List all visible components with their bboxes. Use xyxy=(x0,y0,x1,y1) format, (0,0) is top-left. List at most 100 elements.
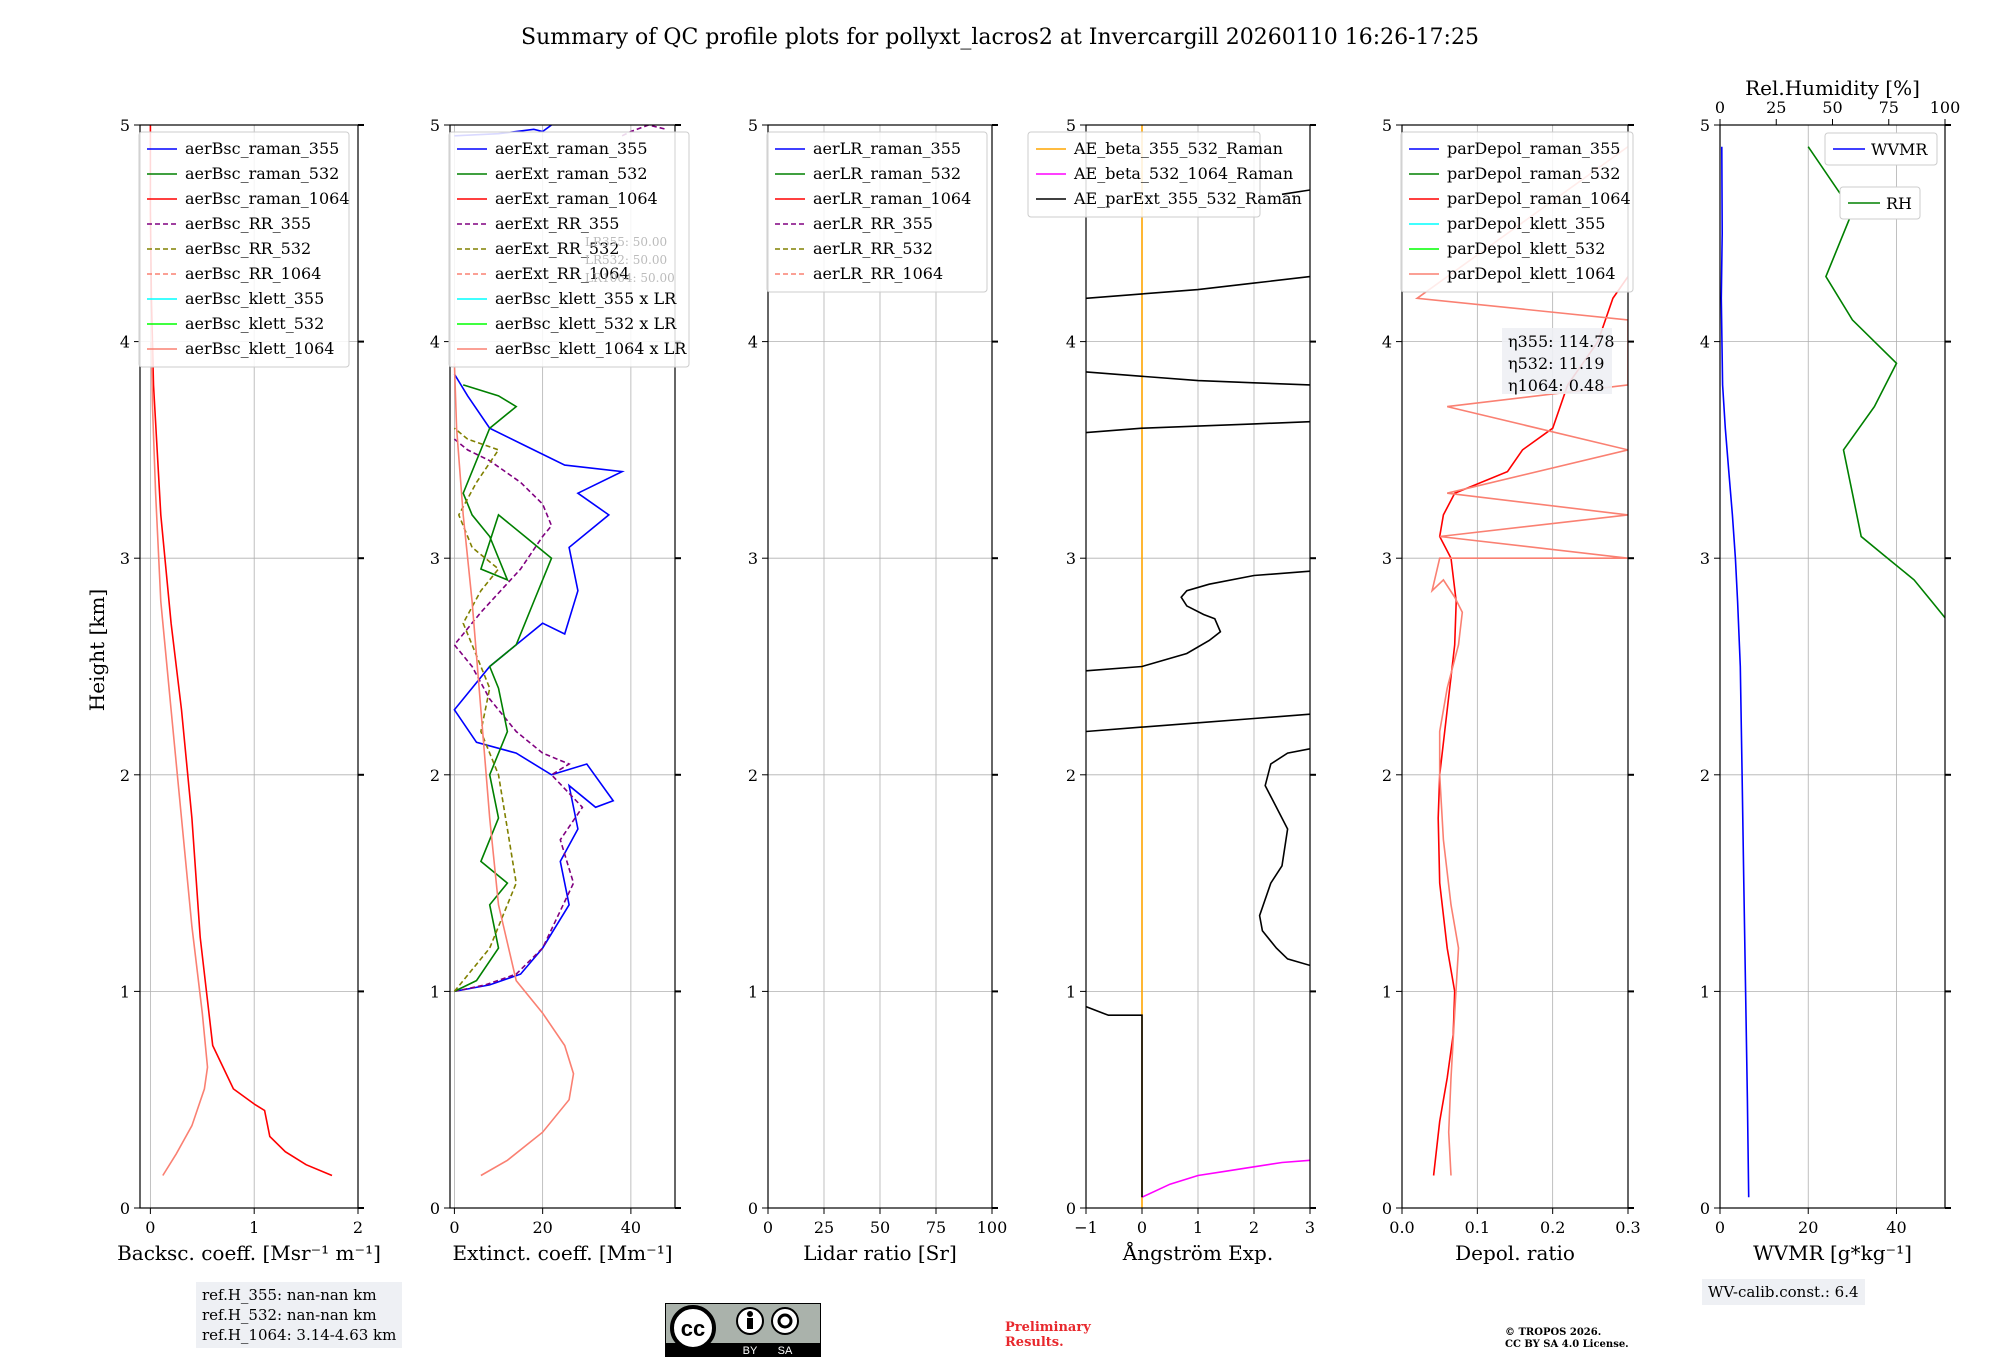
axes-frame xyxy=(1401,124,1629,1209)
series-aerext-rr-532 xyxy=(453,427,518,992)
x-tick-label: 0 xyxy=(1715,1218,1725,1237)
x-tick-label: −1 xyxy=(1074,1218,1098,1237)
y-tick-label: 0 xyxy=(120,1199,130,1218)
y-tick-label: 1 xyxy=(748,982,758,1001)
x2-tick-label: 100 xyxy=(1930,98,1961,117)
series-wvmr xyxy=(1720,146,1750,1198)
lr-note: LR355: 50.00 xyxy=(585,235,667,249)
series-aerbsc-klett-1064 xyxy=(150,341,209,1176)
legend-label: aerExt_RR_1064 xyxy=(495,264,630,283)
legend-box xyxy=(1027,131,1261,218)
axes-frame xyxy=(449,124,676,1209)
y-tick-label: 3 xyxy=(1382,549,1392,568)
lr-note: LR532: 50.00 xyxy=(585,253,667,267)
series-ae-parext-355-532-raman-e xyxy=(1086,420,1310,434)
preliminary-line-1: Preliminary xyxy=(1005,1320,1091,1335)
preliminary-results-note: Preliminary Results. xyxy=(1005,1320,1091,1350)
legend-label: AE_beta_355_532_Raman xyxy=(1073,139,1283,158)
y-tick-label: 2 xyxy=(430,766,440,785)
x-axis-label: Depol. ratio xyxy=(1455,1241,1575,1265)
x-tick-label: 0.3 xyxy=(1615,1218,1640,1237)
y-tick-label: 0 xyxy=(1382,1199,1392,1218)
legend-label: aerLR_raman_1064 xyxy=(813,189,971,208)
y-tick-label: 5 xyxy=(748,116,758,135)
legend-box xyxy=(1400,131,1634,293)
y-tick-label: 4 xyxy=(1066,333,1076,352)
panel-bsc: 0 1 2 0 1 2 3 4 5 Backsc. coeff. [Msr⁻¹ m⁻¹] aerBs… xyxy=(117,116,381,1265)
x-tick-label: 2 xyxy=(1249,1218,1259,1237)
panel-wv: 0 20 40 0 1 2 3 4 5 WVMR [g*kg⁻¹] 0 25 50 75 100 Rel.Hu… xyxy=(1700,76,1961,1265)
series-pardepol-klett-1064 xyxy=(1414,146,1628,1176)
legend-label: aerBsc_klett_355 xyxy=(185,289,324,308)
legend-label: aerBsc_RR_532 xyxy=(185,239,311,258)
x-tick-label: 0.1 xyxy=(1465,1218,1490,1237)
legend-label: aerLR_RR_1064 xyxy=(813,264,943,283)
series-ae-parext-355-532-raman-f xyxy=(1086,371,1310,386)
cc-license-badge: cc BY SA xyxy=(665,1303,821,1357)
y-tick-label: 3 xyxy=(748,549,758,568)
panel-lr: 0 25 50 75 100 0 1 2 3 4 5 Lidar ratio [Sr] aerLR_ra… xyxy=(748,116,1007,1265)
x-tick-label: 50 xyxy=(870,1218,890,1237)
y-tick-label: 5 xyxy=(120,116,130,135)
y-tick-label: 2 xyxy=(1066,766,1076,785)
legend-label: AE_parExt_355_532_Raman xyxy=(1073,189,1302,208)
legend-label: aerExt_raman_532 xyxy=(495,164,648,183)
x-tick-label: 0.2 xyxy=(1540,1218,1565,1237)
x2-tick-label: 25 xyxy=(1766,98,1786,117)
legend-label: aerBsc_RR_1064 xyxy=(185,264,321,283)
copyright-note: © TROPOS 2026. CC BY SA 4.0 License. xyxy=(1505,1327,1629,1351)
legend-label: parDepol_klett_1064 xyxy=(1447,264,1616,283)
legend-label: aerExt_raman_355 xyxy=(495,139,648,158)
figure-title: Summary of QC profile plots for pollyxt_… xyxy=(521,25,1479,50)
series-group xyxy=(1086,125,1310,1208)
series-ae-parext-355-532-raman-d xyxy=(1086,570,1310,672)
legend-label: aerBsc_klett_1064 x LR xyxy=(495,339,687,358)
copyright-line-1: © TROPOS 2026. xyxy=(1505,1327,1602,1338)
y-tick-label: 2 xyxy=(120,766,130,785)
legend-label: parDepol_raman_532 xyxy=(1447,164,1620,183)
y-tick-label: 1 xyxy=(1382,982,1392,1001)
y-tick-label: 5 xyxy=(430,116,440,135)
series-ae-parext-355-532-raman-b xyxy=(1258,748,1310,967)
legend-label: AE_beta_532_1064_Raman xyxy=(1073,164,1293,183)
reference-heights-box: ref.H_355: nan-nan km ref.H_532: nan-nan… xyxy=(196,1282,403,1348)
legend-label: aerExt_RR_355 xyxy=(495,214,619,233)
y-tick-label: 2 xyxy=(1382,766,1392,785)
axes-frame xyxy=(139,124,359,1209)
y-tick-label: 3 xyxy=(120,549,130,568)
x-tick-label: 0 xyxy=(763,1218,773,1237)
x-tick-label: 75 xyxy=(926,1218,946,1237)
x2-tick-label: 50 xyxy=(1822,98,1842,117)
series-ae-parext-355-532-raman-c xyxy=(1086,713,1310,733)
x-axis-label: Ångström Exp. xyxy=(1122,1240,1273,1265)
x-tick-label: 40 xyxy=(621,1218,641,1237)
legend-label: aerBsc_klett_532 x LR xyxy=(495,314,677,333)
y-tick-label: 5 xyxy=(1382,116,1392,135)
y-tick-label: 2 xyxy=(748,766,758,785)
y-tick-label: 3 xyxy=(1066,549,1076,568)
eta-value: η355: 114.78 xyxy=(1508,332,1615,351)
legend-label: parDepol_klett_355 xyxy=(1447,214,1605,233)
ref-height-1064: ref.H_1064: 3.14-4.63 km xyxy=(202,1326,397,1344)
legend-label: aerLR_raman_532 xyxy=(813,164,961,183)
y-tick-label: 4 xyxy=(1382,333,1392,352)
series-group xyxy=(1720,146,1945,1198)
series-ae-beta-532-1064-raman xyxy=(1141,1159,1310,1198)
legend-box xyxy=(138,131,350,368)
legend-label: parDepol_raman_355 xyxy=(1447,139,1620,158)
x-tick-label: 0 xyxy=(1137,1218,1147,1237)
legend-label: aerExt_raman_1064 xyxy=(495,189,658,208)
series-group xyxy=(453,125,667,1177)
series-aerext-raman-355 xyxy=(453,373,625,993)
x2-tick-label: 0 xyxy=(1715,98,1725,117)
series-aerbsc-klett-1064 x lr xyxy=(453,363,575,1177)
legend-label: parDepol_raman_1064 xyxy=(1447,189,1631,208)
series-ae-parext-355-532-raman-h xyxy=(1281,189,1310,196)
y-tick-label: 5 xyxy=(1066,116,1076,135)
eta-value: η1064: 0.48 xyxy=(1508,376,1604,395)
x2-tick-label: 75 xyxy=(1879,98,1899,117)
x-tick-label: 25 xyxy=(814,1218,834,1237)
x-tick-label: 20 xyxy=(1798,1218,1818,1237)
x-tick-label: 20 xyxy=(532,1218,552,1237)
